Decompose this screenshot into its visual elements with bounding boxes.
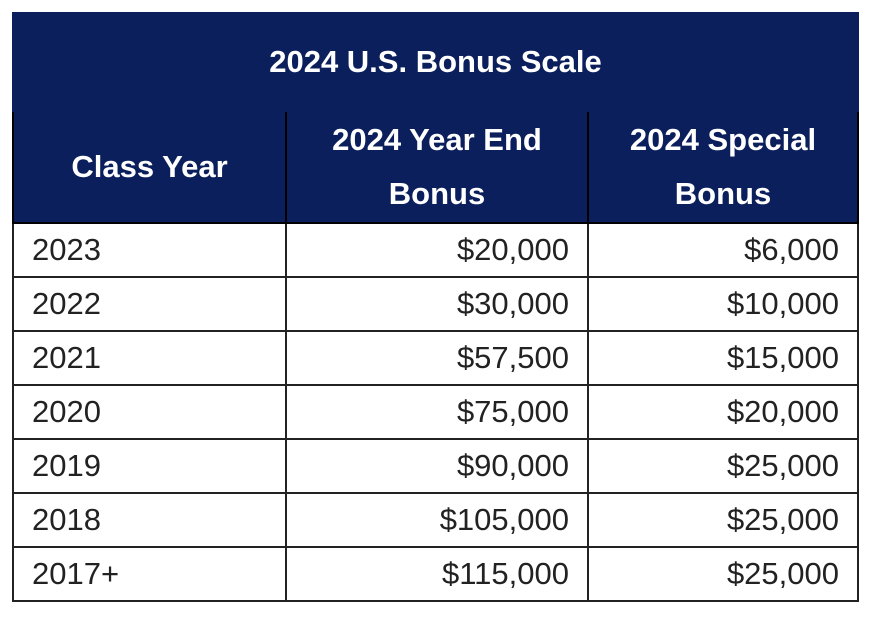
- year-end-bonus-cell: $90,000: [285, 438, 589, 494]
- year-end-bonus-cell: $75,000: [285, 384, 589, 440]
- class-year-cell: 2022: [12, 276, 287, 332]
- header-special-line2: Bonus: [674, 176, 772, 211]
- class-year-cell: 2017+: [12, 546, 287, 602]
- table-row: 2020 $75,000 $20,000: [12, 384, 859, 440]
- header-special-bonus: 2024 Special Bonus: [587, 110, 859, 224]
- special-bonus-cell: $6,000: [587, 222, 859, 278]
- class-year-cell: 2019: [12, 438, 287, 494]
- table-row: 2018 $105,000 $25,000: [12, 492, 859, 548]
- special-bonus-cell: $25,000: [587, 492, 859, 548]
- class-year-cell: 2018: [12, 492, 287, 548]
- table-row: 2019 $90,000 $25,000: [12, 438, 859, 494]
- year-end-bonus-cell: $20,000: [285, 222, 589, 278]
- header-special-line1: 2024 Special: [629, 122, 817, 157]
- header-year-end-line2: Bonus: [388, 176, 486, 211]
- bonus-scale-table-container: 2024 U.S. Bonus Scale Class Year 2024 Ye…: [12, 12, 859, 602]
- header-year-end-line1: 2024 Year End: [332, 122, 542, 157]
- class-year-cell: 2023: [12, 222, 287, 278]
- year-end-bonus-cell: $30,000: [285, 276, 589, 332]
- special-bonus-cell: $15,000: [587, 330, 859, 386]
- header-year-end-bonus: 2024 Year End Bonus: [285, 110, 589, 224]
- table-row: 2017+ $115,000 $25,000: [12, 546, 859, 602]
- table-row: 2023 $20,000 $6,000: [12, 222, 859, 278]
- table-row: 2022 $30,000 $10,000: [12, 276, 859, 332]
- table-title: 2024 U.S. Bonus Scale: [12, 12, 859, 112]
- year-end-bonus-cell: $115,000: [285, 546, 589, 602]
- year-end-bonus-cell: $105,000: [285, 492, 589, 548]
- special-bonus-cell: $25,000: [587, 438, 859, 494]
- special-bonus-cell: $10,000: [587, 276, 859, 332]
- class-year-cell: 2020: [12, 384, 287, 440]
- year-end-bonus-cell: $57,500: [285, 330, 589, 386]
- table-row: 2021 $57,500 $15,000: [12, 330, 859, 386]
- table-header-row: Class Year 2024 Year End Bonus 2024 Spec…: [12, 110, 859, 224]
- header-class-year: Class Year: [12, 110, 287, 224]
- special-bonus-cell: $25,000: [587, 546, 859, 602]
- class-year-cell: 2021: [12, 330, 287, 386]
- table-title-row: 2024 U.S. Bonus Scale: [12, 12, 859, 112]
- bonus-scale-table: 2024 U.S. Bonus Scale Class Year 2024 Ye…: [12, 12, 859, 602]
- special-bonus-cell: $20,000: [587, 384, 859, 440]
